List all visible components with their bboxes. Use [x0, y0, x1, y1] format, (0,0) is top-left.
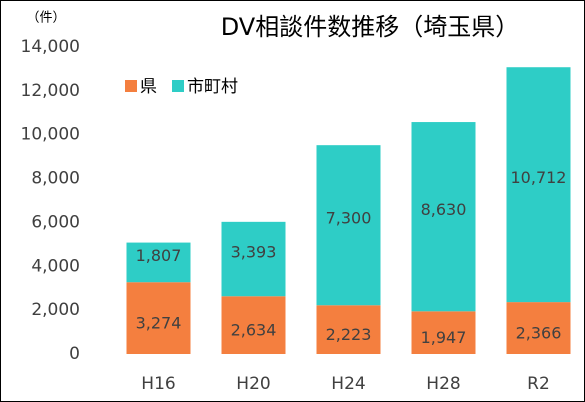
bar-segment — [316, 305, 381, 354]
y-tick-label: 10,000 — [21, 125, 80, 145]
y-tick-label: 14,000 — [21, 37, 80, 57]
bar-segment — [411, 122, 476, 312]
value-label: 3,393 — [231, 243, 277, 262]
x-tick-label: H20 — [236, 374, 270, 394]
y-tick-label: 8,000 — [31, 169, 80, 189]
x-tick-label: H24 — [331, 374, 365, 394]
value-label: 1,807 — [136, 246, 182, 265]
bar-segment — [221, 221, 286, 297]
bar-segment — [126, 282, 191, 354]
bar-segment — [316, 145, 381, 306]
value-label: 2,223 — [326, 325, 372, 344]
y-tick-label: 6,000 — [31, 212, 80, 232]
legend-swatch — [172, 80, 184, 92]
value-label: 8,630 — [421, 200, 467, 219]
bar-segment — [126, 242, 191, 283]
bar-segment — [506, 302, 571, 354]
y-tick-label: 2,000 — [31, 300, 80, 320]
y-tick-label: 12,000 — [21, 81, 80, 101]
legend-label: 県 — [140, 77, 157, 97]
legend-swatch — [125, 80, 137, 92]
value-label: 1,947 — [421, 328, 467, 347]
bar-segment — [506, 67, 571, 303]
y-tick-label: 4,000 — [31, 256, 80, 276]
bar-segment — [411, 311, 476, 354]
value-label: 10,712 — [511, 168, 567, 187]
chart-title: DV相談件数推移（埼玉県） — [221, 13, 519, 41]
y-tick-label: 0 — [69, 344, 80, 364]
value-label: 3,274 — [136, 314, 182, 333]
x-tick-label: R2 — [527, 374, 550, 394]
y-unit: （件） — [26, 11, 65, 26]
x-tick-label: H16 — [141, 374, 175, 394]
bar-segment — [221, 296, 286, 354]
value-label: 2,634 — [231, 321, 277, 340]
value-label: 2,366 — [516, 324, 562, 343]
x-tick-label: H28 — [426, 374, 460, 394]
legend-label: 市町村 — [187, 77, 238, 97]
value-label: 7,300 — [326, 209, 372, 228]
